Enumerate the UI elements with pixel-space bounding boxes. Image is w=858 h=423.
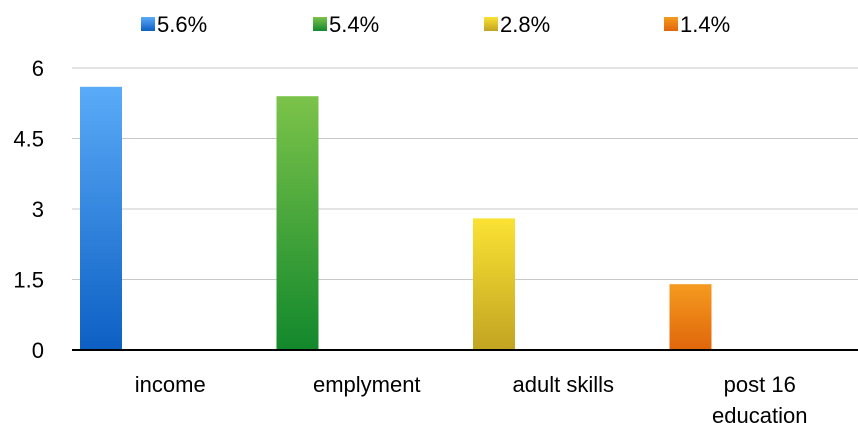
chart-gridlines [72, 67, 858, 280]
y-axis-ticks: 0 1.5 3 4.5 6 [13, 56, 44, 363]
x-category-label-line: income [135, 372, 206, 397]
bar-2 [473, 218, 515, 350]
legend-swatch [141, 17, 155, 31]
bar-1 [276, 96, 319, 350]
legend-item: 2.8% [484, 12, 550, 37]
x-axis-labels: income emplyment adult skills post 16 educat… [135, 372, 808, 423]
x-category-label-line: post 16 [724, 372, 796, 397]
legend-item: 5.6% [141, 12, 207, 37]
chart-bars [80, 86, 712, 351]
x-category-label-line: emplyment [313, 372, 421, 397]
x-category-label-line: adult skills [513, 372, 614, 397]
bar-0 [80, 86, 122, 351]
x-category-label: adult skills [513, 372, 614, 397]
legend-label: 1.4% [680, 12, 730, 37]
y-tick-label: 4.5 [13, 127, 44, 152]
legend-item: 1.4% [664, 12, 730, 37]
legend-item: 5.4% [313, 12, 379, 37]
y-tick-label: 3 [32, 197, 44, 222]
legend-swatch [313, 17, 327, 31]
legend-label: 2.8% [500, 12, 550, 37]
x-category-label: emplyment [313, 372, 421, 397]
x-category-label: income [135, 372, 206, 397]
y-tick-label: 1.5 [13, 268, 44, 293]
y-tick-label: 6 [32, 56, 44, 81]
legend-swatch [664, 17, 678, 31]
chart-legend: 5.6% 5.4% 2.8% 1.4% [141, 12, 730, 37]
legend-label: 5.6% [157, 12, 207, 37]
bar-3 [669, 284, 712, 350]
y-tick-label: 0 [32, 338, 44, 363]
legend-label: 5.4% [329, 12, 379, 37]
x-category-label-line: education [712, 403, 807, 423]
x-category-label: post 16 education [712, 372, 807, 423]
legend-swatch [484, 17, 498, 31]
